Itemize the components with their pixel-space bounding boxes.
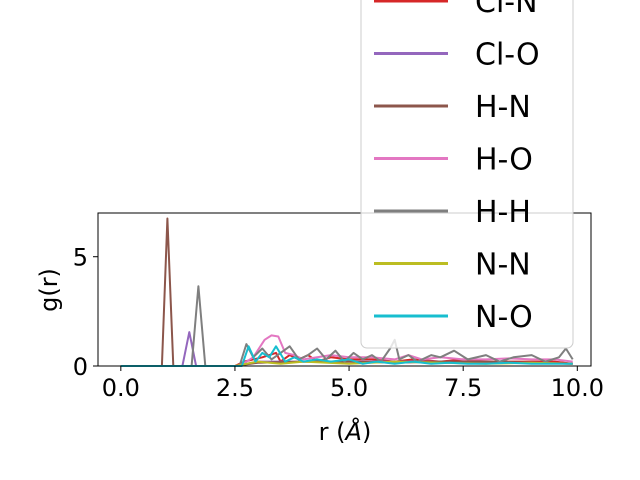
legend-label-h-h: H-H — [475, 195, 531, 230]
legend: Cl-N Cl-O H-N H-O H-H N-N N-O — [360, 0, 574, 349]
x-axis-label-main: r ( — [319, 418, 346, 446]
x-tick-label: 0.0 — [102, 374, 140, 402]
x-axis-label-close: ) — [362, 418, 371, 446]
x-tick-label: 2.5 — [216, 374, 254, 402]
series-line-n-o — [120, 345, 573, 367]
y-axis: 05 — [73, 244, 98, 381]
legend-label-n-n: N-N — [475, 248, 531, 283]
x-tick-label: 5.0 — [330, 374, 368, 402]
legend-label-cl-n: Cl-N — [475, 0, 538, 20]
plot-lines — [120, 217, 574, 367]
x-axis: 0.0 2.5 5.0 7.5 10.0 — [102, 366, 604, 402]
series-line-h-h — [120, 285, 574, 367]
plot-frame — [97, 212, 592, 367]
legend-label-cl-o: Cl-O — [475, 38, 540, 73]
y-tick-label: 5 — [73, 244, 88, 272]
legend-box — [360, 0, 574, 349]
x-tick-label: 10.0 — [551, 374, 604, 402]
legend-label-h-o: H-O — [475, 143, 533, 178]
x-tick-label: 7.5 — [444, 374, 482, 402]
legend-label-n-o: N-O — [475, 300, 533, 335]
y-axis-label: g(r) — [35, 268, 63, 312]
x-axis-label: r (Å) — [319, 417, 372, 446]
y-tick-label: 0 — [73, 353, 88, 381]
x-axis-label-unit: Å — [344, 417, 362, 446]
legend-label-h-n: H-N — [475, 90, 531, 125]
